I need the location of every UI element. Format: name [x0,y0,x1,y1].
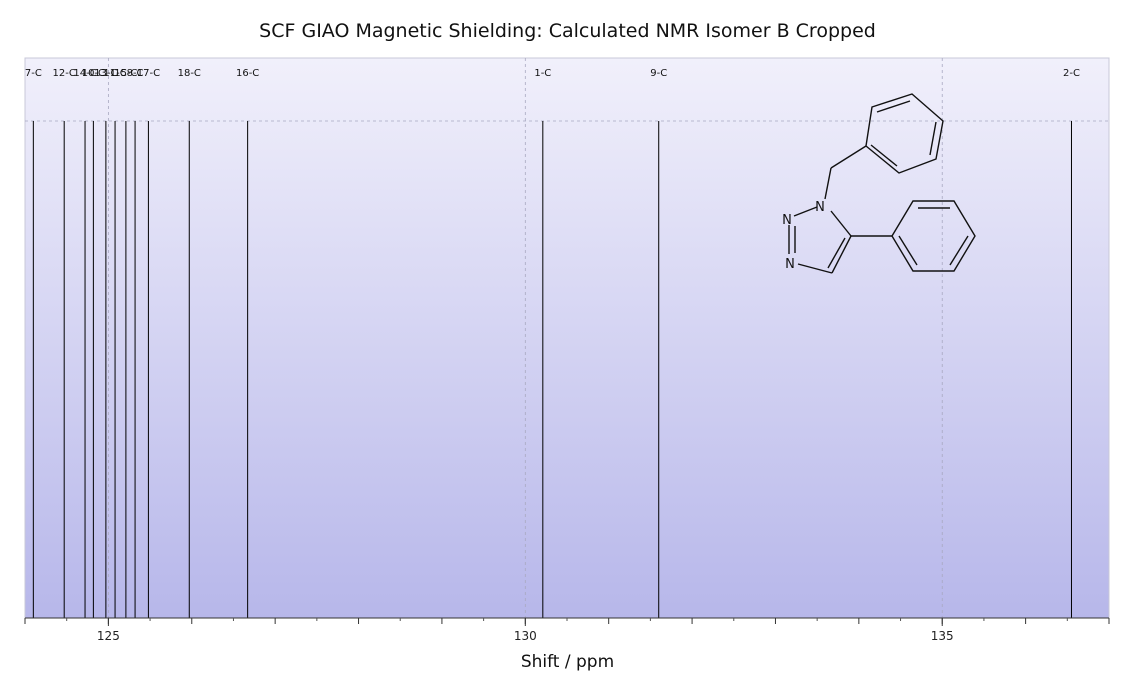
peak-label: 15-C [114,68,137,79]
x-tick-label: 135 [931,629,954,643]
peak-label: 2-C [1063,68,1080,79]
triazole-ring [793,206,818,217]
peak-label: 1-C [534,68,551,79]
peak-labels: 7-C 12-C14-C10-C13-C11-C15-C8-C17-C 18-C 16… [25,68,1080,79]
peak-label: 17-C [137,68,160,79]
peak-label: 9-C [650,68,667,79]
grid-lines [25,58,1109,618]
x-tick-label: 125 [97,629,120,643]
x-tick-label: 130 [514,629,537,643]
peak-label: 14-C [73,68,96,79]
x-axis-label: Shift / ppm [520,652,615,672]
peak-label: 18-C [178,68,201,79]
ch2-bond [830,145,867,169]
atom-label-n3: N [785,257,795,272]
peak-label: 7-C [25,68,42,79]
molecule-atom-labels: N N N [782,200,825,272]
peak-label: 12-C [53,68,76,79]
atom-label-n2: N [782,213,792,228]
peak-label: 8-C [127,68,144,79]
x-axis: 125 130 135 [24,617,1110,643]
phenyl-ring [891,200,976,272]
plot-area [24,57,1110,619]
peak-label: 13-C [94,68,117,79]
peak-lines [32,121,1072,618]
peak-label: 16-C [236,68,259,79]
chart-title: SCF GIAO Magnetic Shielding: Calculated … [259,20,876,42]
peak-label: 11-C [103,68,126,79]
molecule-structure [788,93,976,274]
atom-label-n1: N [815,200,825,215]
peak-label: 10-C [82,68,105,79]
